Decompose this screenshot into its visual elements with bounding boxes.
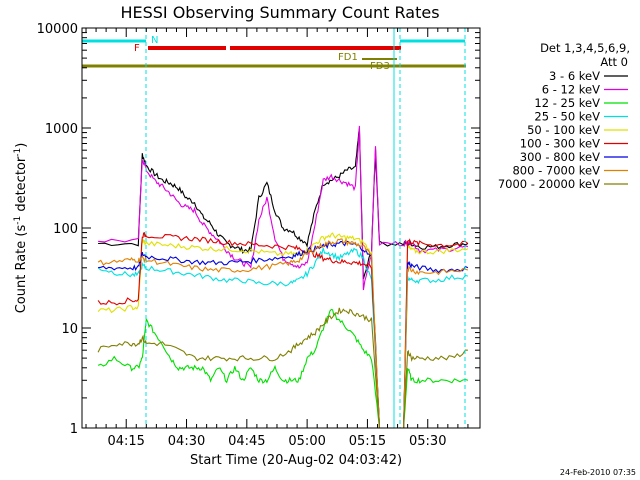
legend-entry-label: 6 - 12 keV xyxy=(542,83,600,97)
x-tick-label: 04:30 xyxy=(168,434,205,449)
legend-entry-label: 12 - 25 keV xyxy=(534,96,600,110)
y-tick-label: 1 xyxy=(70,422,78,437)
series-line-5 xyxy=(97,231,469,429)
y-tick-label: 1000 xyxy=(45,122,78,137)
y-axis-label-part: Count Rate (s xyxy=(14,225,29,314)
legend-entry-label: 7000 - 20000 keV xyxy=(498,177,600,191)
series-line-4 xyxy=(97,232,469,429)
y-axis-label: Count Rate (s-1 detector-1) xyxy=(13,143,29,314)
annotation-fd1: FD1 xyxy=(338,52,358,63)
y-tick-label: 100 xyxy=(53,222,78,237)
series-line-0 xyxy=(98,128,469,280)
x-tick-label: 05:00 xyxy=(288,434,325,449)
annotation-fd3: FD3 xyxy=(370,61,390,72)
y-axis-label-part: -1 xyxy=(13,148,23,157)
plot-frame xyxy=(81,27,481,429)
legend-header-line-2: Att 0 xyxy=(600,55,628,69)
chart-title: HESSI Observing Summary Count Rates xyxy=(120,3,439,22)
legend-entry-label: 50 - 100 keV xyxy=(527,123,600,137)
x-tick-label: 04:15 xyxy=(107,434,144,449)
x-tick-label: 04:45 xyxy=(228,434,265,449)
legend-entry-label: 800 - 7000 keV xyxy=(512,164,600,178)
series-line-8 xyxy=(97,307,468,429)
legend-entry-label: 300 - 800 keV xyxy=(520,150,600,164)
series-line-7 xyxy=(97,238,469,429)
y-axis-label-part: ) xyxy=(14,143,29,148)
x-tick-label: 05:30 xyxy=(409,434,446,449)
y-tick-label: 10000 xyxy=(37,22,78,37)
x-axis-label: Start Time (20-Aug-02 04:03:42) xyxy=(190,453,402,468)
legend-entry-label: 3 - 6 keV xyxy=(549,69,600,83)
annotation-f: F xyxy=(134,43,140,54)
x-tick-label: 05:15 xyxy=(349,434,386,449)
annotation-n: N xyxy=(151,35,158,46)
series-line-3 xyxy=(97,247,469,429)
y-axis-label-part: detector xyxy=(14,156,29,216)
y-axis-label-part: -1 xyxy=(13,216,23,225)
series-line-1 xyxy=(98,125,469,291)
timestamp-text: 24-Feb-2010 07:35 xyxy=(560,468,636,477)
legend-entry-label: 100 - 300 keV xyxy=(520,137,600,151)
series-line-2 xyxy=(97,308,469,429)
legend-header-line-1: Det 1,3,4,5,6,9, xyxy=(540,41,630,55)
legend-entry-label: 25 - 50 keV xyxy=(534,110,600,124)
y-tick-label: 10 xyxy=(61,322,78,337)
